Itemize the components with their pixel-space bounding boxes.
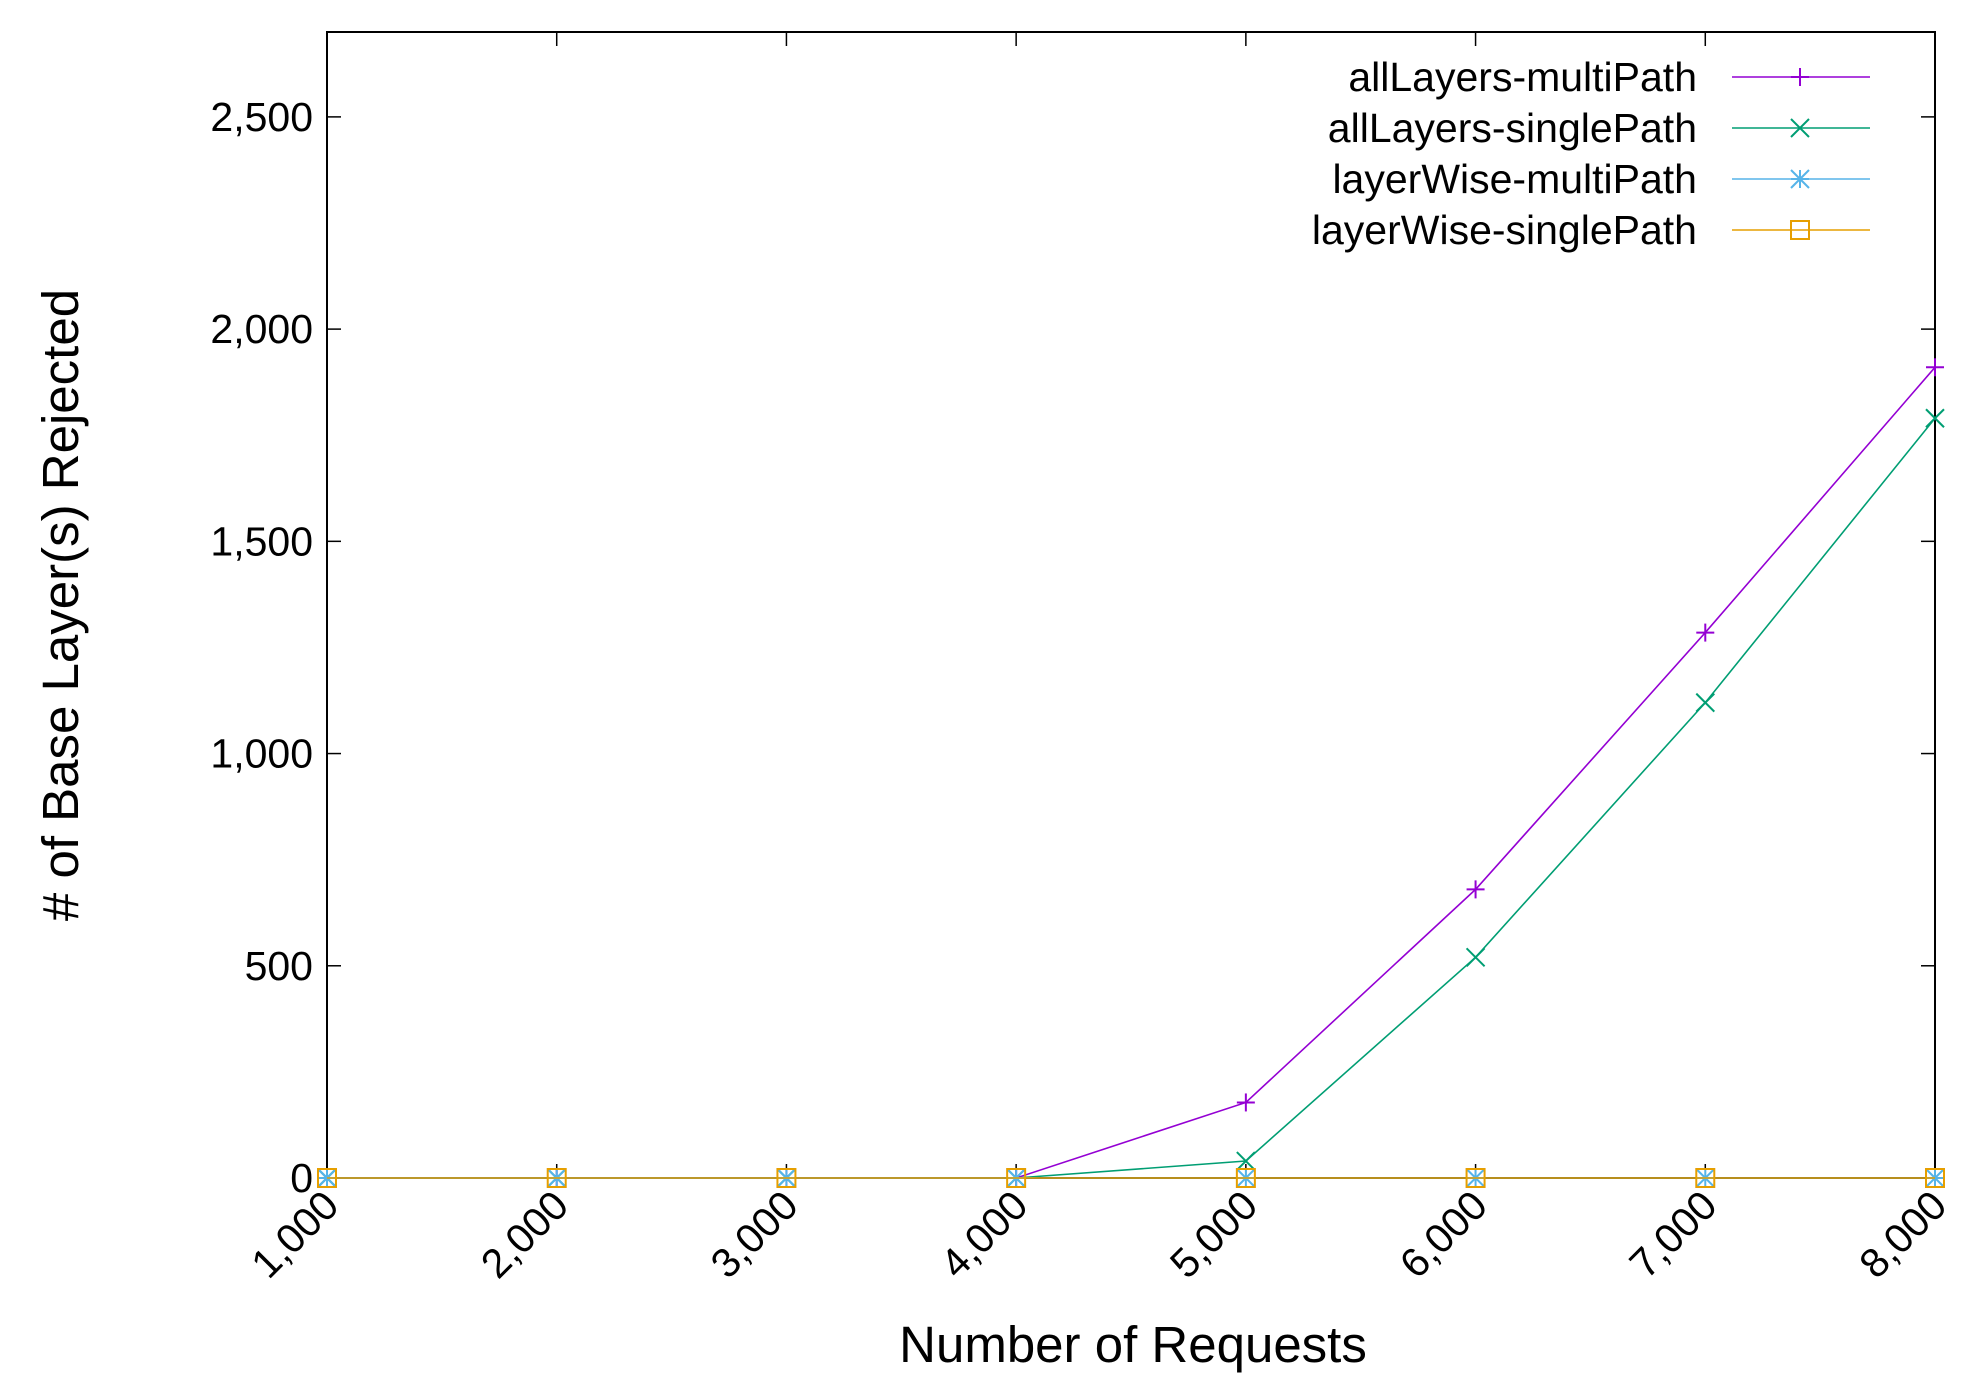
marker — [1925, 408, 1945, 428]
x-tick-label: 4,000 — [931, 1182, 1036, 1287]
marker-stroke — [546, 1168, 567, 1188]
marker-stroke — [1790, 220, 1810, 240]
x-axis-label: Number of Requests — [899, 1316, 1367, 1373]
legend-label: allLayers-singlePath — [1328, 105, 1697, 151]
plot-frame — [326, 31, 1936, 1179]
marker — [1236, 1093, 1255, 1112]
marker-stroke — [1790, 118, 1810, 138]
marker-stroke — [1236, 1151, 1256, 1171]
marker — [1791, 68, 1809, 86]
marker — [1790, 169, 1810, 189]
marker-stroke — [317, 1168, 337, 1188]
marker-stroke — [1695, 692, 1715, 713]
x-tick-label: 7,000 — [1621, 1182, 1726, 1287]
marker — [317, 1168, 337, 1188]
marker — [776, 1168, 797, 1188]
marker — [1465, 1168, 1486, 1188]
series-line — [327, 366, 1936, 1179]
x-tick-label: 8,000 — [1850, 1182, 1955, 1287]
marker — [1696, 623, 1715, 642]
x-tick-label: 2,000 — [472, 1182, 577, 1287]
marker — [546, 1168, 567, 1188]
marker-stroke — [1925, 408, 1945, 428]
x-tick-label: 6,000 — [1391, 1182, 1496, 1287]
legend-label: layerWise-singlePath — [1312, 207, 1697, 253]
y-tick-label: 2,500 — [210, 94, 313, 140]
marker — [1466, 880, 1485, 899]
marker — [1695, 692, 1715, 713]
y-tick-label: 1,500 — [210, 518, 313, 564]
marker-stroke — [1790, 169, 1810, 189]
y-tick-label: 2,000 — [210, 306, 313, 352]
marker — [1465, 947, 1486, 967]
marker-stroke — [1695, 1168, 1716, 1188]
y-axis-label: # of Base Layer(s) Rejected — [32, 289, 89, 921]
y-tick-label: 0 — [290, 1155, 313, 1201]
marker — [1790, 220, 1810, 240]
marker-stroke — [1465, 947, 1486, 967]
legend-label: layerWise-multiPath — [1332, 156, 1697, 202]
marker-stroke — [1235, 1168, 1256, 1188]
marker — [1925, 1168, 1945, 1188]
marker — [1695, 1168, 1716, 1188]
legend-label: allLayers-multiPath — [1348, 54, 1697, 100]
y-tick-label: 500 — [245, 943, 313, 989]
marker-stroke — [1006, 1168, 1027, 1188]
marker — [1235, 1168, 1256, 1188]
marker — [1790, 118, 1810, 138]
marker-stroke — [1465, 1168, 1486, 1188]
series-line — [327, 417, 1936, 1179]
x-tick-label: 3,000 — [702, 1182, 807, 1287]
marker — [1006, 1168, 1027, 1188]
marker — [1236, 1151, 1256, 1171]
y-tick-label: 1,000 — [210, 731, 313, 777]
x-tick-label: 5,000 — [1161, 1182, 1266, 1287]
marker-stroke — [1925, 1168, 1945, 1188]
marker — [1926, 358, 1944, 377]
marker-stroke — [776, 1168, 797, 1188]
